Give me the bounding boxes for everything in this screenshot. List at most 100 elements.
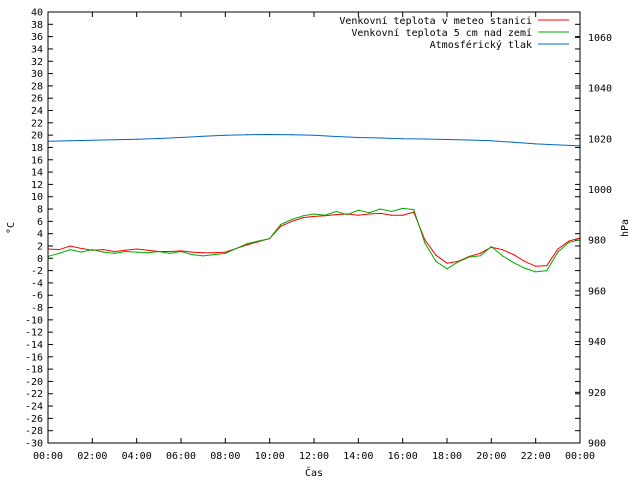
y-tick-label: 38 [31, 20, 43, 31]
y-tick-label: -26 [25, 414, 43, 425]
data-point [424, 239, 426, 241]
data-point [335, 213, 337, 216]
x-tick-label: 20:00 [476, 451, 506, 462]
y-tick-label: 12 [31, 180, 43, 191]
data-point [124, 250, 127, 253]
y-tick-label: -16 [25, 352, 43, 363]
data-point [568, 240, 570, 242]
data-point [291, 218, 293, 221]
data-point [357, 136, 359, 139]
x-tick-label: 00:00 [33, 451, 63, 462]
data-point [124, 249, 127, 251]
data-point [102, 249, 105, 251]
series-group [47, 133, 581, 273]
data-point [269, 133, 271, 136]
data-point [424, 138, 426, 140]
y-tick-label: -8 [31, 303, 43, 314]
data-point [202, 255, 204, 257]
data-point [390, 214, 393, 216]
y-tick-label: 30 [31, 69, 43, 80]
data-point [202, 252, 204, 254]
data-point [136, 138, 138, 140]
data-point [191, 253, 193, 256]
data-point [490, 245, 492, 248]
data-point [224, 251, 226, 253]
data-point [557, 144, 559, 146]
data-point [113, 250, 116, 253]
data-point [512, 141, 515, 143]
x-tick-label: 04:00 [122, 451, 152, 462]
data-point [490, 140, 492, 142]
data-point [413, 209, 415, 211]
data-point [269, 237, 271, 240]
data-point [180, 136, 182, 139]
y-tick-label: 0 [37, 254, 43, 265]
legend-label: Venkovní teplota 5 cm nad zemí [351, 27, 532, 39]
data-point [446, 138, 448, 141]
data-point [557, 248, 559, 250]
data-point [523, 267, 526, 269]
data-point [535, 143, 537, 145]
data-point [379, 208, 382, 210]
data-point [535, 265, 537, 267]
data-point [136, 248, 138, 250]
data-point [568, 241, 570, 243]
data-point [379, 212, 382, 214]
data-point [546, 270, 548, 272]
data-point [379, 137, 382, 139]
data-point [213, 253, 215, 256]
data-point [357, 209, 359, 211]
data-point [80, 251, 82, 253]
data-point [246, 244, 249, 246]
x-axis-label: Čas [305, 466, 323, 479]
data-point [402, 214, 404, 216]
data-point [324, 214, 326, 216]
x-tick-label: 00:00 [565, 451, 595, 462]
y-tick-label: -10 [25, 315, 43, 326]
data-point [246, 134, 249, 136]
y-tick-label: 34 [31, 44, 43, 55]
data-point [202, 135, 204, 137]
data-point [512, 262, 515, 264]
y-tick-label: -30 [25, 439, 43, 450]
x-tick-label: 16:00 [388, 451, 418, 462]
data-point [257, 240, 260, 242]
x-tick-label: 10:00 [255, 451, 285, 462]
data-point [169, 252, 171, 254]
data-point [313, 213, 315, 215]
x-tick-label: 18:00 [432, 451, 462, 462]
data-point [357, 214, 359, 216]
data-point [102, 251, 105, 253]
y2-tick-label: 900 [588, 439, 606, 450]
y-tick-label: -28 [25, 426, 43, 437]
legend: Venkovní teplota v meteo staniciVenkovní… [339, 15, 569, 51]
data-point [291, 134, 293, 136]
y2-tick-label: 1060 [588, 33, 612, 44]
x-tick-label: 12:00 [299, 451, 329, 462]
data-point [147, 249, 149, 251]
data-point [512, 253, 515, 256]
y2-tick-label: 960 [588, 286, 606, 297]
axes-group: 4038363432302826242220181614121086420-2-… [25, 8, 612, 463]
y2-tick-label: 1000 [588, 185, 612, 196]
data-point [136, 251, 138, 253]
data-point [501, 255, 504, 257]
y-tick-label: 18 [31, 143, 43, 154]
legend-label: Venkovní teplota v meteo stanici [339, 15, 532, 27]
y-tick-label: -14 [25, 340, 43, 351]
y-tick-label: 32 [31, 57, 43, 68]
y-tick-label: 2 [37, 241, 43, 252]
data-point [479, 252, 481, 254]
data-point [91, 249, 93, 251]
data-point [158, 137, 160, 140]
y2-tick-label: 1040 [588, 84, 612, 95]
data-point [457, 261, 459, 263]
data-point [191, 251, 193, 253]
data-point [546, 265, 548, 267]
data-point [58, 252, 60, 254]
y-tick-label: -4 [31, 278, 43, 289]
y-tick-label: 10 [31, 192, 43, 203]
